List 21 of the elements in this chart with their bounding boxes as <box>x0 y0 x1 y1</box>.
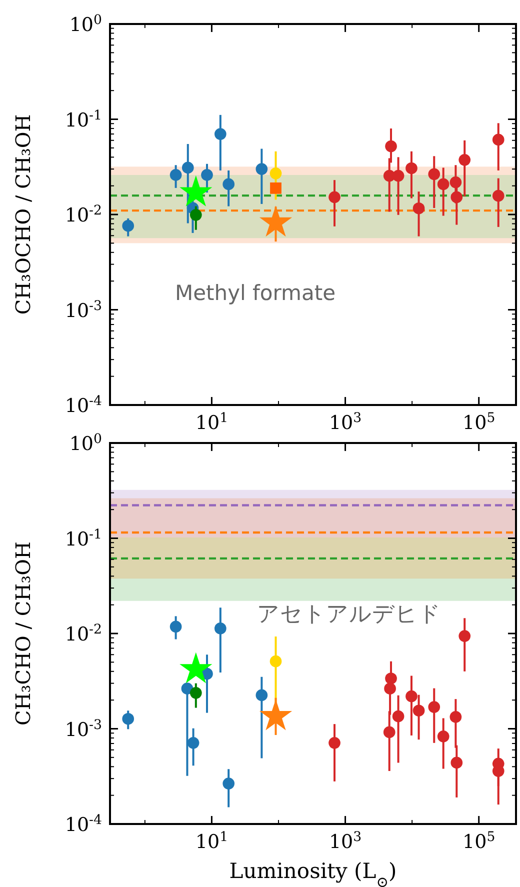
y-tick-label: 10$^{0}$ <box>69 432 102 455</box>
y-tick-label: 10$^{-1}$ <box>64 108 102 132</box>
x-axis-title: Luminosity (L$_{⊙}$) <box>229 859 397 887</box>
y-tick-label: 10$^{-3}$ <box>64 298 102 322</box>
y-tick-label: 10$^{-3}$ <box>64 717 102 741</box>
y-tick-label: 10$^{-4}$ <box>64 394 102 417</box>
x-tick-label: 10$^{1}$ <box>195 410 228 434</box>
x-tick-label: 10$^{3}$ <box>328 410 362 434</box>
y-axis-title: CH₃CHO / CH₃OH <box>11 542 35 726</box>
y-tick-label: 10$^{-2}$ <box>64 203 102 226</box>
x-tick-label: 10$^{3}$ <box>328 830 362 853</box>
y-axis-title: CH₃OCHO / CH₃OH <box>11 114 35 315</box>
y-tick-label: 10$^{-4}$ <box>64 812 102 836</box>
x-tick-label: 10$^{1}$ <box>195 830 228 853</box>
annotation: Methyl formate <box>175 281 336 305</box>
y-tick-label: 10$^{-1}$ <box>64 526 102 550</box>
y-tick-label: 10$^{-2}$ <box>64 622 102 646</box>
x-tick-label: 10$^{5}$ <box>462 830 496 853</box>
y-tick-label: 10$^{0}$ <box>69 12 102 36</box>
annotation: アセトアルデヒド <box>257 602 441 627</box>
x-tick-label: 10$^{5}$ <box>462 410 496 434</box>
